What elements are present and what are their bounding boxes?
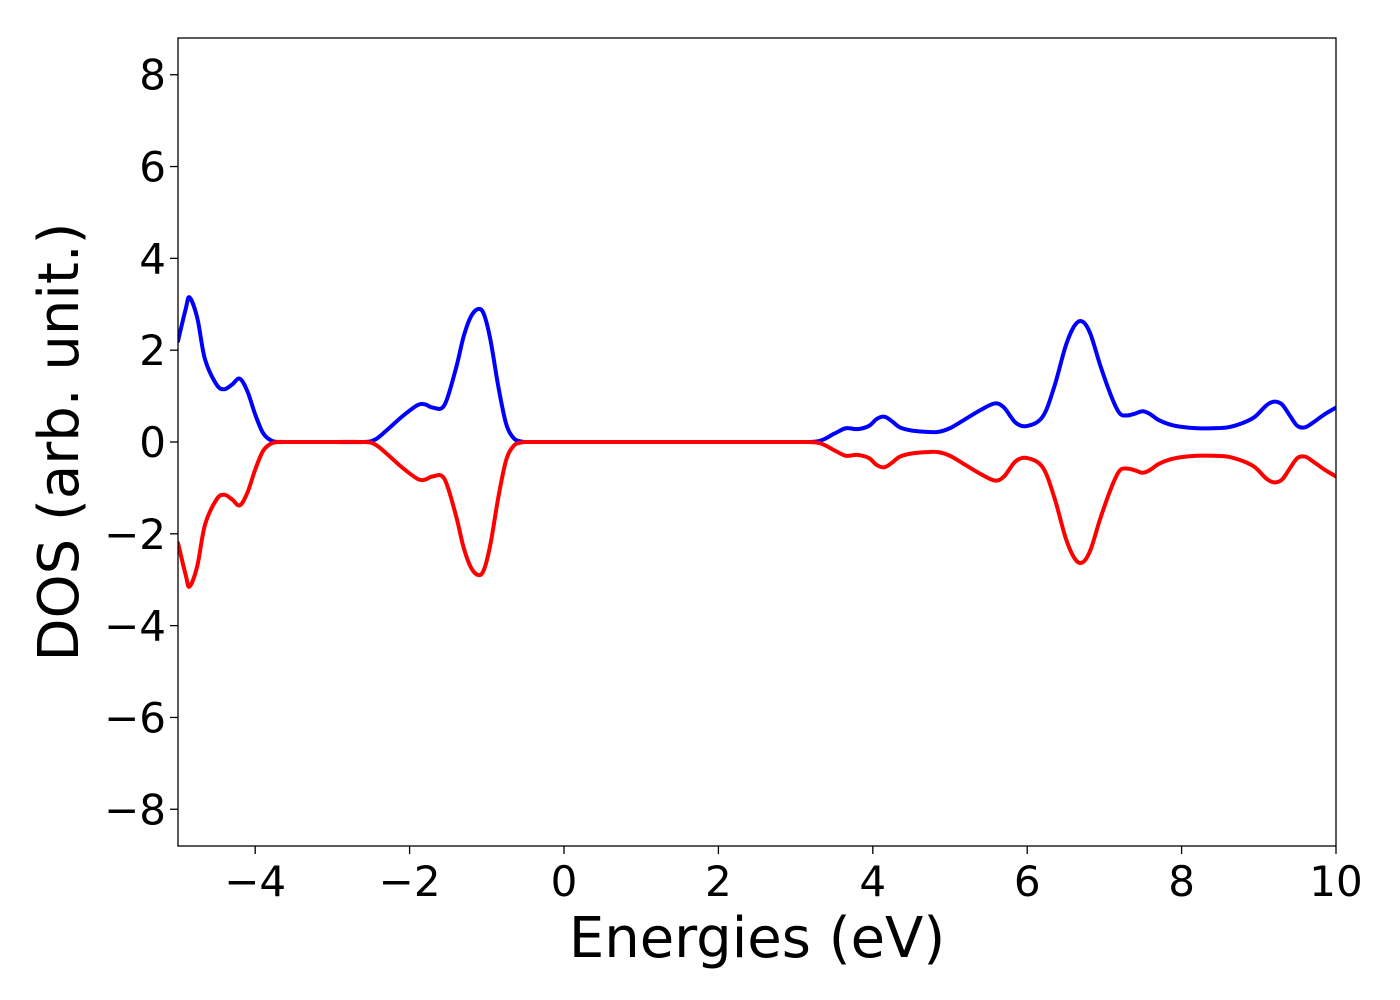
x-axis-ticks: −4 −2 0 2 4 6 8 10 <box>224 846 1363 906</box>
y-tick-label: 4 <box>139 234 166 283</box>
x-tick-label: −4 <box>224 857 286 906</box>
x-tick-label: −2 <box>379 857 441 906</box>
y-axis-label: DOS (arb. unit.) <box>27 222 92 661</box>
x-tick-label: 6 <box>1014 857 1041 906</box>
series-layer <box>178 295 1336 589</box>
y-tick-label: −4 <box>104 602 166 651</box>
x-axis-label: Energies (eV) <box>569 906 945 971</box>
y-tick-label: −6 <box>104 693 166 742</box>
x-tick-label: 10 <box>1309 857 1362 906</box>
y-axis-ticks: 8 6 4 2 0 −2 −4 −6 −8 <box>104 51 178 834</box>
y-tick-label: −2 <box>104 510 166 559</box>
x-tick-label: 0 <box>551 857 578 906</box>
series-line-1 <box>178 295 1336 445</box>
y-tick-label: 2 <box>139 326 166 375</box>
y-tick-label: 6 <box>139 143 166 192</box>
x-tick-label: 8 <box>1168 857 1195 906</box>
y-tick-label: 0 <box>139 418 166 467</box>
y-tick-label: −8 <box>104 785 166 834</box>
x-tick-label: 2 <box>705 857 732 906</box>
x-tick-label: 4 <box>859 857 886 906</box>
series-line-2 <box>178 439 1336 589</box>
y-tick-label: 8 <box>139 51 166 100</box>
